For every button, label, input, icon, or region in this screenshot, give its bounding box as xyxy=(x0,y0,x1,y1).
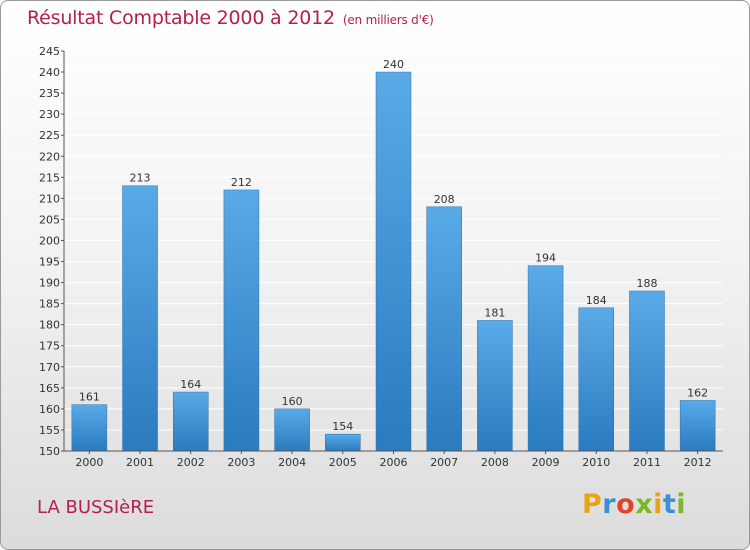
data-label-2004: 160 xyxy=(282,395,303,408)
x-tick-label-2011: 2011 xyxy=(633,456,661,469)
y-tick-label: 220 xyxy=(39,150,60,163)
y-tick-label: 240 xyxy=(39,66,60,79)
data-label-2012: 162 xyxy=(687,386,708,399)
x-tick-label-2004: 2004 xyxy=(278,456,306,469)
data-label-2000: 161 xyxy=(79,391,100,404)
y-tick-label: 230 xyxy=(39,108,60,121)
bar-2000 xyxy=(71,404,108,452)
bar-2001 xyxy=(122,185,158,452)
bar-2010 xyxy=(578,307,615,452)
y-tick-label: 195 xyxy=(39,256,60,269)
data-label-2002: 164 xyxy=(180,378,201,391)
y-tick-label: 170 xyxy=(39,361,60,374)
x-tick-label-2008: 2008 xyxy=(481,456,509,469)
y-tick-label: 235 xyxy=(39,87,60,100)
data-label-2011: 188 xyxy=(636,277,657,290)
x-tick-label-2006: 2006 xyxy=(380,456,408,469)
y-tick-label: 160 xyxy=(39,403,60,416)
x-tick-label-2005: 2005 xyxy=(329,456,357,469)
y-tick-label: 205 xyxy=(39,213,60,226)
y-tick-label: 215 xyxy=(39,171,60,184)
bar-2007 xyxy=(426,206,462,452)
logo-letter: P xyxy=(582,489,603,520)
logo-letter: i xyxy=(653,489,663,520)
bar-2006 xyxy=(375,71,412,452)
logo-letter: o xyxy=(616,489,636,520)
data-label-2005: 154 xyxy=(332,420,353,433)
data-label-2001: 213 xyxy=(130,172,151,185)
logo-letter: t xyxy=(662,489,677,520)
logo-letter: r xyxy=(602,489,617,520)
logo-letter: i xyxy=(676,489,687,520)
y-tick-label: 245 xyxy=(39,45,60,58)
bar-2008 xyxy=(477,320,513,452)
data-label-2009: 194 xyxy=(535,252,556,265)
y-tick-label: 200 xyxy=(39,234,60,247)
bar-2009 xyxy=(527,265,564,452)
bar-2011 xyxy=(629,290,665,452)
x-tick-label-2000: 2000 xyxy=(75,456,103,469)
location-name: LA BUSSIèRE xyxy=(37,497,155,518)
bar-2012 xyxy=(679,400,716,452)
x-tick-label-2002: 2002 xyxy=(177,456,205,469)
data-label-2006: 240 xyxy=(383,58,404,71)
data-label-2003: 212 xyxy=(231,176,252,189)
proxiti-logo[interactable]: Proxiti xyxy=(582,489,686,520)
labels: 150 155 160 165 170 175 180 185 190 195 200 205 210 2… xyxy=(39,45,712,469)
x-tick-label-2012: 2012 xyxy=(684,456,712,469)
chart-title: Résultat Comptable 2000 à 2012 (en millie… xyxy=(27,7,434,29)
bars xyxy=(71,71,716,452)
data-label-2010: 184 xyxy=(586,294,607,307)
chart-subtitle: (en milliers d'€) xyxy=(342,13,434,27)
x-tick-label-2007: 2007 xyxy=(430,456,458,469)
y-tick-label: 180 xyxy=(39,319,60,332)
y-tick-label: 175 xyxy=(39,340,60,353)
y-tick-label: 165 xyxy=(39,382,60,395)
bar-2005 xyxy=(325,433,361,452)
data-label-2007: 208 xyxy=(434,193,455,206)
y-tick-label: 225 xyxy=(39,129,60,142)
y-tick-label: 150 xyxy=(39,445,60,458)
x-tick-label-2009: 2009 xyxy=(532,456,560,469)
bar-2004 xyxy=(274,408,310,452)
x-tick-label-2010: 2010 xyxy=(582,456,610,469)
bar-2002 xyxy=(172,391,209,452)
y-tick-label: 155 xyxy=(39,424,60,437)
chart-title-text: Résultat Comptable 2000 à 2012 xyxy=(27,7,335,29)
data-label-2008: 181 xyxy=(484,306,505,319)
bar-2003 xyxy=(223,189,260,452)
axes xyxy=(61,50,723,454)
logo-letter: x xyxy=(635,489,654,520)
y-tick-label: 190 xyxy=(39,277,60,290)
x-tick-label-2001: 2001 xyxy=(126,456,154,469)
y-tick-label: 185 xyxy=(39,298,60,311)
x-tick-label-2003: 2003 xyxy=(227,456,255,469)
y-tick-label: 210 xyxy=(39,192,60,205)
